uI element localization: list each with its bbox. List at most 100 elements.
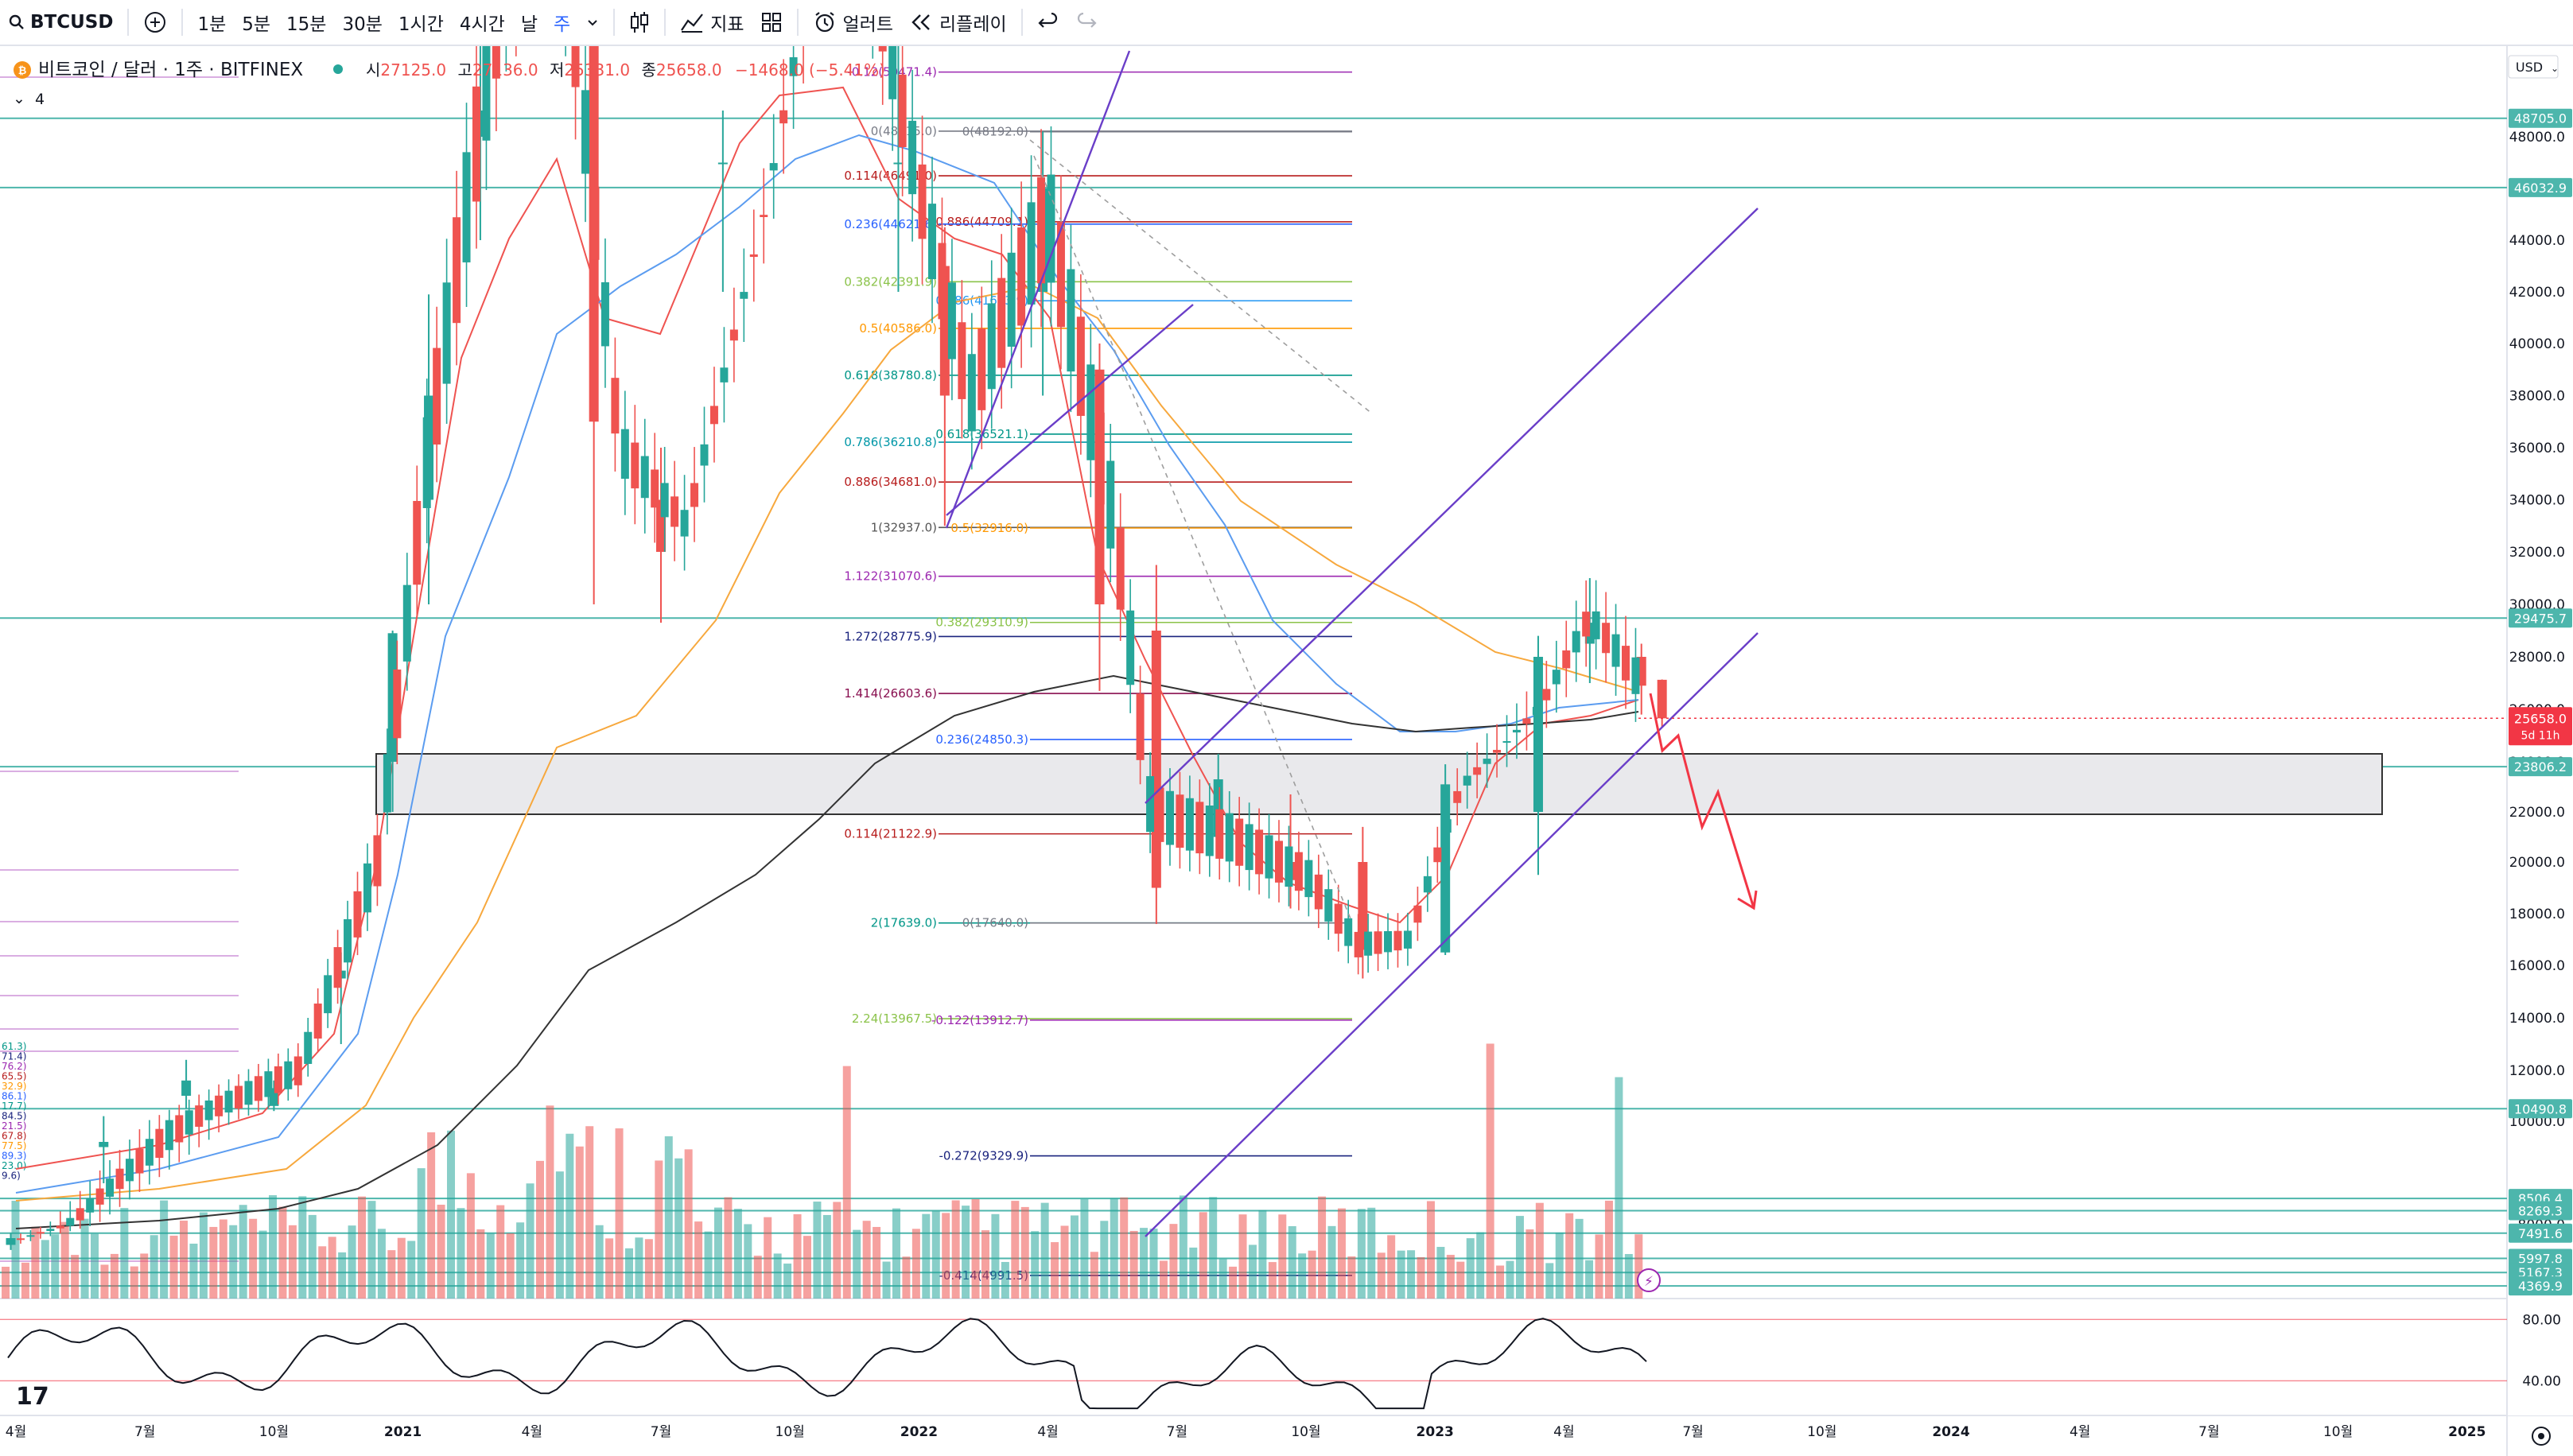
candle-body (581, 90, 590, 174)
candle-body (195, 1105, 204, 1127)
volume-bar (51, 1234, 60, 1299)
price-axis[interactable]: 6000.08000.010000.012000.014000.016000.0… (1638, 46, 2573, 1415)
rising-channel-upper[interactable] (945, 50, 1131, 529)
lightning-icon[interactable] (1637, 1268, 1661, 1292)
time-axis[interactable]: 4월 7월 10월 2021 4월 7월 10월 2022 4월 7월 10월 2023 4월 7월 10월… (6, 1424, 2551, 1446)
chart-type-button[interactable] (621, 0, 658, 45)
volume-bar (397, 1237, 406, 1299)
volume-bar (328, 1237, 336, 1299)
candle-body (373, 835, 382, 887)
volume-bar (169, 1235, 178, 1299)
redo-button[interactable] (1067, 0, 1106, 45)
left-fib-label: 76.2) (2, 1061, 26, 1072)
candles-icon (631, 12, 649, 33)
volume-bar (1199, 1212, 1207, 1299)
support-zone[interactable] (375, 753, 2383, 815)
candle-body (958, 322, 966, 399)
support-zone-box[interactable] (375, 753, 2383, 815)
candle-body (1433, 847, 1442, 863)
fib-label: -0.272(9329.9) (939, 1149, 1028, 1163)
volume-bar (258, 1230, 267, 1299)
candle-body (967, 354, 976, 432)
interval-5m[interactable]: 5분 (242, 14, 271, 35)
candle-body (1512, 729, 1521, 733)
candle-body (1106, 460, 1115, 549)
candle-body (1440, 784, 1451, 953)
settings-icon[interactable] (2532, 1427, 2551, 1446)
fib-label: 0.5(32916.0) (950, 521, 1028, 535)
interval-week[interactable]: 주 (554, 14, 571, 35)
rising-channel-lower[interactable] (946, 304, 1194, 516)
volume-bar (1506, 1260, 1514, 1299)
volume-bar (288, 1225, 297, 1299)
volume-bar (476, 1229, 485, 1299)
layouts-button[interactable] (752, 0, 791, 45)
interval-day[interactable]: 날 (520, 14, 538, 35)
volume-bar (585, 1126, 594, 1299)
volume-bar (1179, 1195, 1187, 1299)
symbol-search[interactable]: BTCUSD (0, 0, 121, 45)
price-chart[interactable]: -0.12(50471.4)0(48192.0)0(48215.0)0.114(… (0, 46, 2573, 1456)
open-value: 27125.0 (380, 60, 446, 80)
projection-arrow[interactable] (1649, 693, 1755, 909)
layout-grid-icon (761, 13, 781, 32)
volume-bar (555, 1171, 564, 1299)
candle-body (1602, 623, 1611, 654)
volume-bar (922, 1213, 931, 1299)
interval-4h[interactable]: 4시간 (459, 14, 505, 35)
key-level-tag (2509, 1223, 2572, 1243)
alert-button[interactable]: 얼러트 (805, 0, 901, 45)
volume-bar (744, 1224, 752, 1299)
candle-body (1582, 612, 1591, 637)
candle-body (1176, 794, 1184, 848)
candle-body (99, 1142, 109, 1147)
indicators-button[interactable]: 지표 (672, 0, 752, 45)
candle-body (1358, 862, 1368, 950)
candle-body (181, 1080, 192, 1096)
volume-bar (704, 1231, 713, 1299)
time-tick-label: 2023 (1417, 1424, 1454, 1440)
trend-channel-lower[interactable] (1145, 632, 1759, 1237)
candle-body (1314, 874, 1323, 910)
toolbar-divider (796, 9, 799, 36)
volume-bar (1189, 1247, 1198, 1299)
interval-30m[interactable]: 30분 (342, 14, 383, 35)
interval-1m[interactable]: 1분 (197, 14, 227, 35)
replay-button[interactable]: 리플레이 (901, 0, 1015, 45)
candle-body (363, 863, 371, 913)
candle-body (1552, 670, 1561, 685)
candle-body (888, 46, 897, 99)
trend-channel-upper[interactable] (1145, 208, 1759, 804)
volume-bar (219, 1219, 227, 1299)
candle-body (284, 1061, 293, 1089)
interval-1h[interactable]: 1시간 (398, 14, 444, 35)
compare-button[interactable] (135, 0, 175, 45)
undo-button[interactable] (1029, 0, 1067, 45)
candle-body (1215, 809, 1224, 859)
indicators-icon (681, 14, 704, 33)
candle-body (729, 329, 738, 341)
candle-body (76, 1208, 84, 1221)
indicators-collapse-toggle[interactable]: ⌄ (13, 90, 25, 107)
volume-bar (150, 1235, 158, 1299)
candle-body (1136, 693, 1145, 760)
currency-selector[interactable] (2508, 55, 2559, 79)
candle-body (422, 417, 431, 508)
time-tick-label: 7월 (651, 1424, 671, 1440)
fib-trend-dashed-up (1029, 139, 1373, 414)
low-label: 저 (550, 60, 564, 80)
candle-body (1384, 930, 1393, 953)
volume-bar (2, 1267, 10, 1299)
candle-body (56, 1225, 64, 1229)
volume-bar (803, 1236, 811, 1299)
candle-body (1374, 931, 1382, 954)
candle-body (749, 254, 758, 258)
ma-mid-line (15, 134, 1639, 1194)
interval-dropdown[interactable] (578, 0, 607, 45)
volume-bar (120, 1208, 129, 1299)
volume-bar (80, 1218, 89, 1299)
time-tick-label: 4월 (522, 1424, 542, 1440)
candle-body (1076, 316, 1085, 417)
drawings[interactable]: ⚡ (945, 50, 1759, 1292)
interval-15m[interactable]: 15분 (286, 14, 327, 35)
